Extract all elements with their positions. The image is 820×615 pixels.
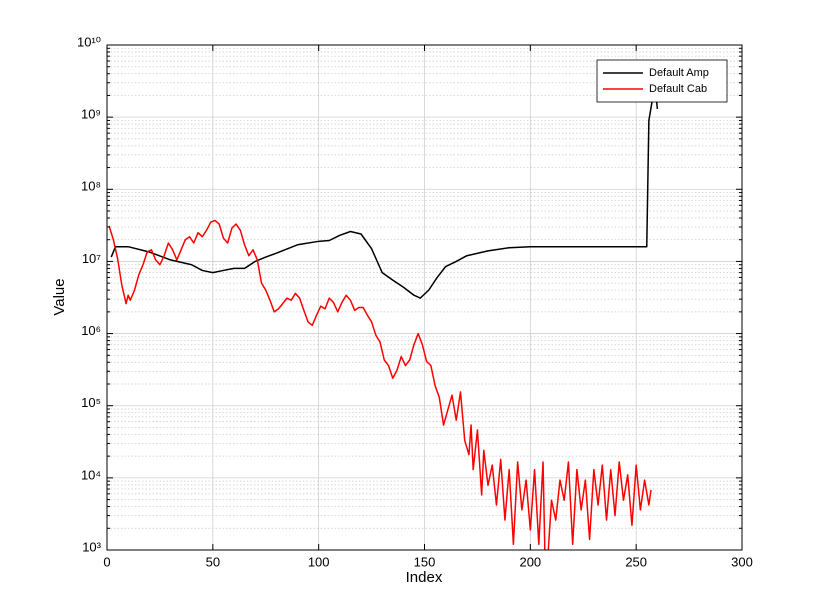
x-tick-label: 150 <box>414 554 436 569</box>
y-tick-label: 10⁸ <box>81 179 101 194</box>
legend-label: Default Amp <box>649 67 709 79</box>
x-tick-label: 50 <box>206 554 220 569</box>
x-axis-label: Index <box>406 569 443 586</box>
y-tick-label: 10³ <box>82 539 101 554</box>
y-tick-label: 10⁴ <box>81 467 101 482</box>
legend-box <box>596 59 728 103</box>
y-tick-label: 10¹⁰ <box>77 34 101 49</box>
x-tick-label: 200 <box>519 554 541 569</box>
y-tick-label: 10⁹ <box>81 107 101 122</box>
legend-label: Default Cab <box>649 83 707 95</box>
y-tick-label: 10⁵ <box>81 395 101 410</box>
grid <box>106 44 743 551</box>
x-tick-label: 300 <box>731 554 753 569</box>
x-tick-label: 250 <box>625 554 647 569</box>
ticks: 0 50 100 150 200 250 300 10³ 10⁴ 10⁵ 10⁶ 10⁷ 10⁸ 10⁹ 1… <box>77 34 753 569</box>
series-line <box>108 219 652 550</box>
legend: Default Amp Default Cab <box>596 59 728 103</box>
series-line <box>110 84 659 299</box>
y-tick-label: 10⁶ <box>81 323 101 338</box>
y-axis-label: Value <box>51 278 68 315</box>
lines <box>108 84 659 550</box>
y-tick-label: 10⁷ <box>82 251 101 266</box>
x-tick-label: 0 <box>103 554 110 569</box>
x-tick-label: 100 <box>308 554 330 569</box>
